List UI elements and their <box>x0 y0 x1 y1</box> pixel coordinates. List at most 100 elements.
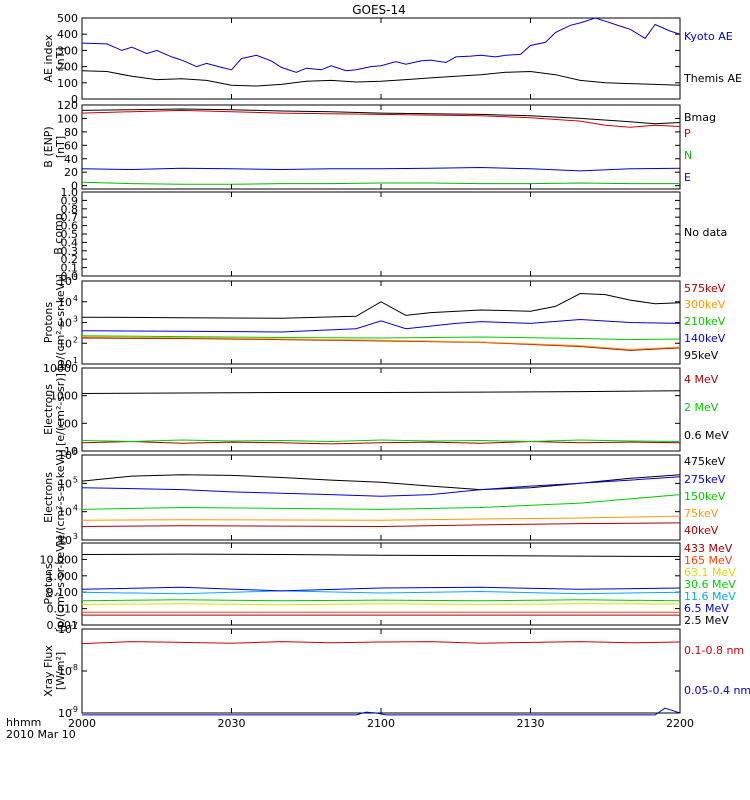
y-axis-unit: [e/(cm²-s-sr)] <box>54 373 67 446</box>
y-axis-label: Electrons <box>42 384 55 435</box>
panel-frame <box>81 454 681 541</box>
y-tick-label: 10 <box>58 665 72 678</box>
y-tick-label: 80 <box>64 126 78 139</box>
y-tick-label: 120 <box>57 99 78 112</box>
y-tick-label: 40 <box>64 153 78 166</box>
y-tick-label: 100 <box>57 77 78 90</box>
y-tick-label: 500 <box>57 12 78 25</box>
legend-entry: Kyoto AE <box>684 30 733 43</box>
y-tick-exponent: 2 <box>73 335 78 344</box>
y-tick-exponent: -9 <box>70 705 78 714</box>
panel-2: 0.00.10.20.30.40.50.60.70.80.91.0 B comp N… <box>52 186 727 283</box>
y-tick-exponent: -8 <box>70 663 78 672</box>
y-tick-label: 1.0 <box>61 186 79 199</box>
legend-entry: 150keV <box>684 490 726 503</box>
y-tick-label: 0.4 <box>61 236 79 249</box>
legend-entry: 275keV <box>684 473 726 486</box>
panel-frame <box>81 17 681 100</box>
y-tick-exponent: 5 <box>73 273 78 282</box>
legend-entry: E <box>684 171 691 184</box>
y-tick-label: 1.000 <box>47 570 79 583</box>
y-tick-label: 0.0 <box>61 270 79 283</box>
series-line-e <box>81 166 681 172</box>
legend-entry: 165 MeV <box>684 554 733 567</box>
x-tick-label: 2130 <box>517 717 545 730</box>
y-tick-exponent: 6 <box>73 447 78 456</box>
y-tick-label: 0.2 <box>61 253 79 266</box>
series-line-140kev <box>81 318 681 333</box>
y-tick-label: 10 <box>58 296 72 309</box>
y-tick-label: 400 <box>57 28 78 41</box>
legend-entry: 95keV <box>684 349 719 362</box>
series-line-0-1-0-8-nm <box>81 641 681 645</box>
panel-frame <box>81 367 681 452</box>
legend-entry: 475keV <box>684 455 726 468</box>
y-axis-unit: [W/m²] <box>54 652 67 690</box>
y-tick-exponent: 4 <box>73 504 78 513</box>
legend-entry: 300keV <box>684 298 726 311</box>
y-tick-label: 10.000 <box>40 553 79 566</box>
legend-entry: 63.1 MeV <box>684 566 736 579</box>
legend-entry: 210keV <box>684 315 726 328</box>
y-tick-label: 10 <box>64 445 78 458</box>
y-axis-label: B (ENP) <box>42 126 55 167</box>
y-axis-label: Protons <box>42 302 55 343</box>
y-tick-label: 1000 <box>50 390 78 403</box>
y-tick-exponent: 1 <box>73 356 78 365</box>
x-date-label: 2010 Mar 10 <box>6 728 76 741</box>
panel-frame <box>81 104 681 190</box>
series-line-275kev <box>81 476 681 497</box>
legend-entry: 40keV <box>684 524 719 537</box>
y-tick-label: 20 <box>64 166 78 179</box>
legend-entry: 0.05-0.4 nm <box>684 684 750 697</box>
y-tick-label: 10000 <box>43 362 78 375</box>
series-line-0-05-0-4-nm <box>82 707 681 716</box>
y-tick-exponent: -7 <box>70 621 78 630</box>
y-tick-label: 0.8 <box>61 203 79 216</box>
y-tick-label: 10 <box>58 534 72 547</box>
y-tick-label: 0.6 <box>61 220 79 233</box>
y-tick-label: 0.100 <box>47 586 79 599</box>
series-line-210kev <box>81 335 681 341</box>
series-line-2-5-mev <box>81 553 681 557</box>
series-line-0-6-mev <box>81 390 681 394</box>
y-tick-label: 0.3 <box>61 245 79 258</box>
series-line-95kev <box>81 292 681 319</box>
series-line-n <box>81 181 680 185</box>
y-tick-label: 10 <box>58 623 72 636</box>
legend-entry: 2.5 MeV <box>684 614 729 627</box>
series-line-40kev <box>81 522 681 528</box>
legend-entry: 433 MeV <box>684 542 733 555</box>
y-axis-unit: [p/(cm²-s-sr-keV)] <box>54 536 67 633</box>
x-tick-label: 2030 <box>218 717 246 730</box>
y-tick-label: 0.5 <box>61 228 79 241</box>
legend-entry: P <box>684 127 691 140</box>
y-axis-label: AE index <box>42 34 55 83</box>
y-tick-label: 10 <box>58 477 72 490</box>
y-tick-label: 0.9 <box>61 194 79 207</box>
y-tick-label: 0 <box>71 180 78 193</box>
y-axis-unit: [p/(cm²-s-sr-keV)] <box>54 274 67 371</box>
y-tick-label: 10 <box>58 317 72 330</box>
series-line-63-1-mev <box>81 603 681 606</box>
series-line-300kev <box>81 336 681 351</box>
legend-entry: 11.6 MeV <box>684 590 736 603</box>
x-tick-label: 2100 <box>367 717 395 730</box>
y-tick-label: 10 <box>58 275 72 288</box>
y-tick-exponent: 5 <box>73 475 78 484</box>
y-tick-label: 300 <box>57 44 78 57</box>
legend-entry: Themis AE <box>683 72 742 85</box>
y-tick-label: 0 <box>71 93 78 106</box>
series-line-bmag <box>81 108 681 125</box>
y-tick-label: 0.7 <box>61 211 79 224</box>
y-tick-label: 0.010 <box>47 603 79 616</box>
series-line-themis-ae <box>81 70 681 87</box>
series-line-p <box>81 109 681 128</box>
y-axis-label: B comp <box>52 213 65 255</box>
